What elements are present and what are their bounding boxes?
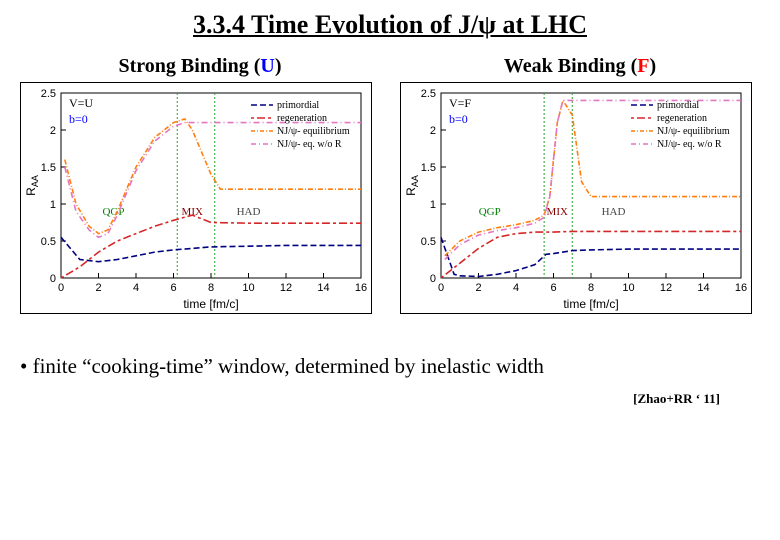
svg-text:V=U: V=U (69, 96, 93, 110)
svg-text:4: 4 (133, 282, 139, 294)
panels: Strong Binding (U) 024681012141600.511.5… (20, 55, 760, 314)
svg-text:regeneration: regeneration (277, 113, 327, 124)
svg-text:8: 8 (588, 282, 594, 294)
svg-text:HAD: HAD (602, 206, 626, 218)
svg-text:b=0: b=0 (449, 112, 468, 126)
svg-text:NJ/ψ- equilibrium: NJ/ψ- equilibrium (277, 126, 350, 137)
svg-text:12: 12 (660, 282, 672, 294)
svg-text:16: 16 (735, 282, 747, 294)
bullet-text: • finite “cooking-time” window, determin… (20, 354, 760, 379)
svg-text:0: 0 (58, 282, 64, 294)
svg-text:2: 2 (50, 125, 56, 137)
svg-text:b=0: b=0 (69, 112, 88, 126)
svg-text:10: 10 (622, 282, 634, 294)
svg-text:0: 0 (50, 273, 56, 285)
svg-text:QGP: QGP (479, 206, 501, 218)
svg-text:8: 8 (208, 282, 214, 294)
svg-text:14: 14 (317, 282, 329, 294)
svg-text:MIX: MIX (182, 206, 203, 218)
svg-text:6: 6 (170, 282, 176, 294)
left-title-suffix: ) (275, 55, 282, 77)
citation: [Zhao+RR ‘ 11] (20, 391, 760, 407)
svg-text:primordial: primordial (277, 100, 319, 111)
svg-text:RAA: RAA (404, 175, 420, 196)
svg-text:14: 14 (697, 282, 709, 294)
svg-text:time [fm/c]: time [fm/c] (563, 297, 618, 311)
svg-text:2: 2 (475, 282, 481, 294)
svg-text:1: 1 (50, 199, 56, 211)
svg-text:regeneration: regeneration (657, 113, 707, 124)
svg-text:RAA: RAA (24, 175, 40, 196)
right-panel: Weak Binding (F) 0 2 4 6 8 10 12 14 16 0 0.5 1 1.5 2 2… (400, 55, 760, 314)
right-panel-title: Weak Binding (F) (400, 55, 760, 78)
svg-text:2: 2 (430, 125, 436, 137)
right-title-letter: F (637, 55, 649, 77)
svg-text:1: 1 (430, 199, 436, 211)
svg-text:primordial: primordial (657, 100, 699, 111)
svg-text:6: 6 (550, 282, 556, 294)
svg-text:MIX: MIX (547, 206, 568, 218)
left-panel-title: Strong Binding (U) (20, 55, 380, 78)
svg-text:HAD: HAD (237, 206, 261, 218)
svg-text:V=F: V=F (449, 96, 471, 110)
svg-text:1.5: 1.5 (41, 162, 56, 174)
right-title-prefix: Weak Binding ( (504, 55, 637, 77)
svg-text:1.5: 1.5 (421, 162, 436, 174)
svg-text:2.5: 2.5 (41, 88, 56, 100)
left-panel: Strong Binding (U) 0 2 4 6 8 10 12 14 16 0 0.5 1 1.5… (20, 55, 380, 314)
svg-text:time [fm/c]: time [fm/c] (183, 297, 238, 311)
svg-text:0.5: 0.5 (41, 236, 56, 248)
svg-text:2: 2 (95, 282, 101, 294)
svg-text:0: 0 (438, 282, 444, 294)
svg-text:NJ/ψ- eq. w/o R: NJ/ψ- eq. w/o R (277, 139, 342, 150)
right-chart: 0 2 4 6 8 10 12 14 16 0 0.5 1 1.5 2 2.5 time [fm/c] RAA Q… (400, 82, 752, 314)
left-title-prefix: Strong Binding ( (118, 55, 260, 77)
svg-text:4: 4 (513, 282, 519, 294)
svg-text:QGP: QGP (102, 206, 124, 218)
svg-text:16: 16 (355, 282, 367, 294)
main-title: 3.3.4 Time Evolution of J/ψ at LHC (20, 10, 760, 40)
left-title-letter: U (260, 55, 274, 77)
svg-text:0.5: 0.5 (421, 236, 436, 248)
svg-text:NJ/ψ- equilibrium: NJ/ψ- equilibrium (657, 126, 730, 137)
svg-text:NJ/ψ- eq. w/o R: NJ/ψ- eq. w/o R (657, 139, 722, 150)
svg-text:0: 0 (430, 273, 436, 285)
right-title-suffix: ) (649, 55, 656, 77)
svg-text:12: 12 (280, 282, 292, 294)
svg-text:2.5: 2.5 (421, 88, 436, 100)
svg-text:10: 10 (242, 282, 254, 294)
left-chart: 0 2 4 6 8 10 12 14 16 0 0.5 1 1.5 2 2.5 time [fm/c] RAA Q… (20, 82, 372, 314)
